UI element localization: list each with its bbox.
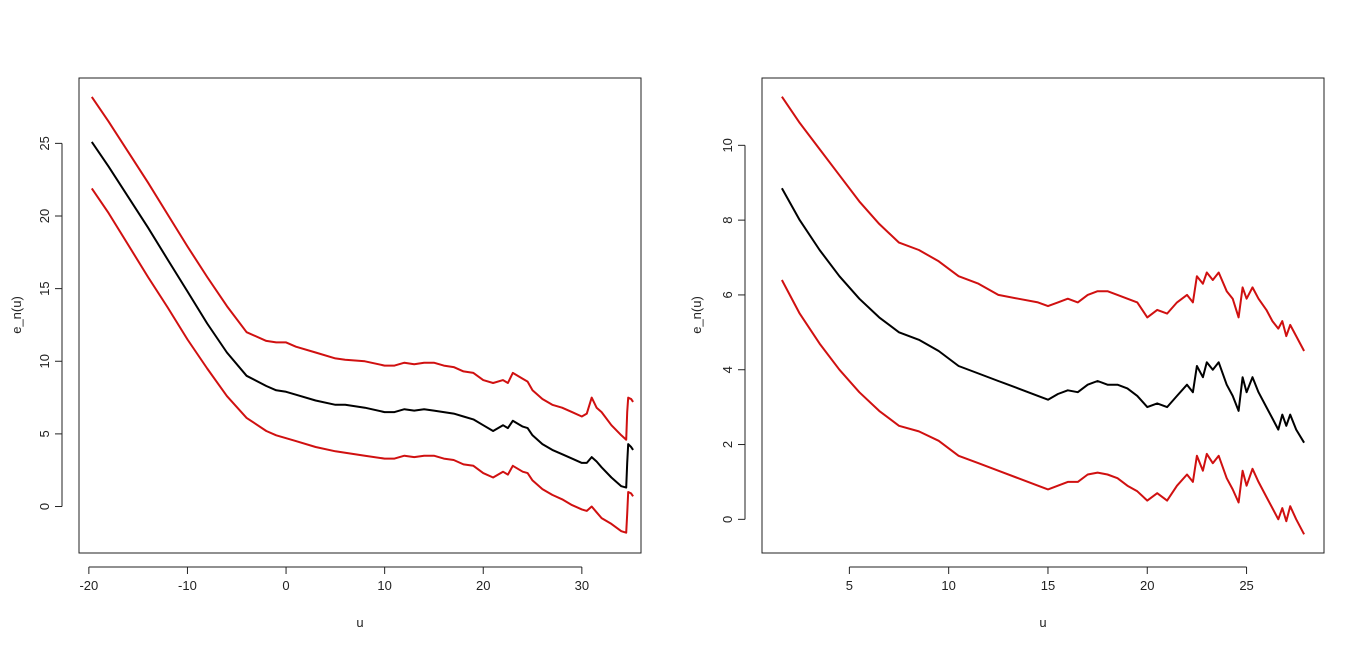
left-x-tick-label: -10 xyxy=(178,578,197,593)
right-x-tick-label: 5 xyxy=(846,578,853,593)
right-series-group xyxy=(781,96,1305,535)
left-series-upper-line xyxy=(90,96,634,441)
right-x-tick-label: 25 xyxy=(1239,578,1253,593)
left-y-tick-label: 25 xyxy=(37,136,52,150)
right-x-axis-title: u xyxy=(1039,615,1046,630)
right-y-tick-label: 4 xyxy=(720,366,735,373)
right-plot-frame xyxy=(761,77,1325,554)
left-y-axis: 0 5 10 15 20 25 xyxy=(37,136,63,510)
right-series-estimate-line xyxy=(781,187,1305,444)
left-y-axis-title: e_n(u) xyxy=(9,296,24,334)
left-y-tick-label: 0 xyxy=(37,503,52,510)
right-x-tick-label: 10 xyxy=(941,578,955,593)
right-series-lower-line xyxy=(781,279,1305,535)
left-chart: -20 -10 0 10 20 30 0 5 10 15 20 25 u e_n(u) xyxy=(9,77,642,630)
right-x-tick-label: 20 xyxy=(1140,578,1154,593)
right-y-tick-label: 8 xyxy=(720,217,735,224)
right-y-tick-label: 6 xyxy=(720,291,735,298)
left-x-axis: -20 -10 0 10 20 30 xyxy=(79,566,589,593)
left-x-tick-label: -20 xyxy=(79,578,98,593)
right-y-tick-label: 2 xyxy=(720,441,735,448)
right-series-upper-line xyxy=(781,96,1305,352)
right-x-axis: 5 10 15 20 25 xyxy=(846,566,1254,593)
left-y-tick-label: 15 xyxy=(37,281,52,295)
left-x-axis-title: u xyxy=(356,615,363,630)
left-series-lower-line xyxy=(90,187,634,534)
right-chart: 5 10 15 20 25 0 2 4 6 8 10 u e_n(u) xyxy=(689,77,1325,630)
left-y-tick-label: 20 xyxy=(37,209,52,223)
left-x-tick-label: 10 xyxy=(377,578,391,593)
left-x-tick-label: 30 xyxy=(575,578,589,593)
right-y-tick-label: 0 xyxy=(720,516,735,523)
left-series-group xyxy=(90,96,634,534)
left-x-tick-label: 20 xyxy=(476,578,490,593)
left-plot-frame xyxy=(78,77,642,554)
left-x-tick-label: 0 xyxy=(282,578,289,593)
right-y-axis-title: e_n(u) xyxy=(689,296,704,334)
right-x-tick-label: 15 xyxy=(1041,578,1055,593)
left-y-tick-label: 5 xyxy=(37,430,52,437)
right-y-axis: 0 2 4 6 8 10 xyxy=(720,138,746,523)
left-y-tick-label: 10 xyxy=(37,354,52,368)
right-y-tick-label: 10 xyxy=(720,138,735,152)
left-series-estimate-line xyxy=(90,141,634,489)
